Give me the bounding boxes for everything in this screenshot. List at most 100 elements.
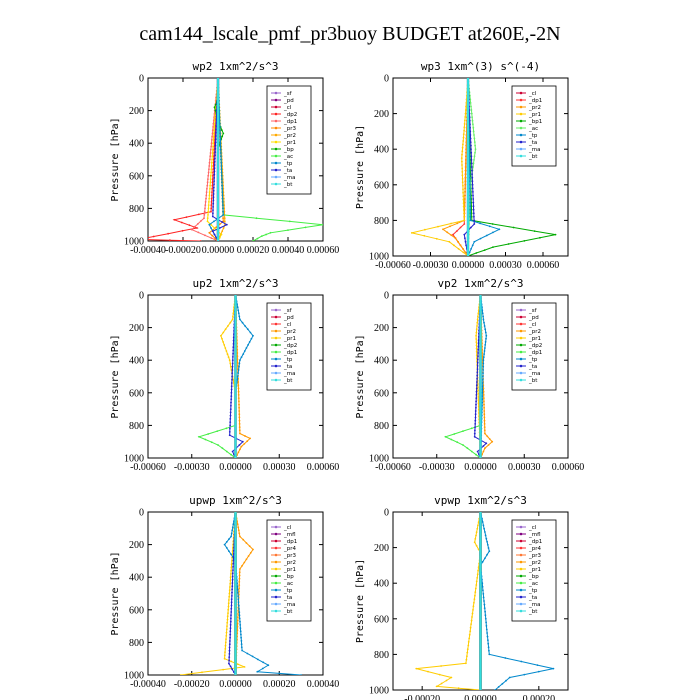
series-point [471, 169, 473, 172]
series-point [435, 685, 438, 688]
series-point [485, 234, 488, 237]
series-point [477, 383, 479, 385]
series-point [213, 233, 216, 236]
series-point [238, 587, 241, 590]
series-point [215, 128, 217, 131]
series-point [483, 600, 485, 602]
series-point [228, 434, 231, 437]
series-point [461, 178, 464, 180]
series-point [475, 252, 478, 254]
series-point [477, 548, 480, 551]
series-point [464, 116, 467, 118]
series-point [304, 226, 307, 229]
legend: _cl_dp1_pr2_pr1_bp1_ac_tp_ta_ma_bt [511, 85, 557, 167]
series-point [229, 665, 232, 668]
series-point [536, 664, 539, 666]
series-point [215, 226, 218, 229]
legend-label: _pr4 [283, 546, 297, 552]
legend-label: _cl [528, 525, 537, 531]
series-point [225, 628, 228, 631]
y-tick-label: 600 [374, 180, 389, 191]
series-point [474, 429, 476, 432]
series-point [212, 168, 215, 171]
x-tick-label: -0.00020 [404, 694, 440, 700]
series-point [229, 421, 232, 423]
series-point [208, 197, 211, 200]
series-point [224, 648, 227, 650]
series-point [200, 220, 202, 222]
series-point [468, 633, 471, 636]
series-point [484, 610, 486, 613]
legend-marker [274, 378, 278, 382]
series-point [210, 441, 213, 444]
series-point [460, 157, 463, 160]
series-point [229, 408, 232, 410]
series-point [469, 137, 472, 140]
series-point [472, 609, 474, 611]
series-point [207, 204, 210, 207]
series-point [470, 166, 473, 168]
series-point [477, 315, 479, 318]
series-point [471, 116, 473, 119]
series-point [445, 679, 448, 682]
series-point [232, 352, 235, 355]
y-tick-label: 0 [139, 291, 144, 302]
series-point [484, 331, 487, 334]
series-point [492, 231, 494, 234]
legend-label: _mfl [528, 532, 541, 538]
series-point [469, 141, 472, 144]
legend-marker [274, 364, 278, 368]
series-point [230, 401, 232, 404]
series-point [462, 251, 465, 254]
legend-marker [519, 546, 523, 550]
series-point [209, 184, 212, 187]
series-point [482, 315, 484, 318]
legend-label: _pr2 [283, 560, 296, 566]
series-line-ta [474, 295, 488, 458]
legend-marker [274, 315, 278, 319]
series-point [471, 180, 474, 183]
series-point [208, 231, 211, 234]
series-point [465, 658, 468, 661]
series-point [484, 531, 486, 533]
series-point [238, 406, 241, 409]
series-line-pr1 [416, 512, 482, 690]
x-tick-label: 0.00000 [219, 462, 252, 473]
series-point [469, 187, 471, 190]
series-point [222, 210, 225, 213]
series-point [250, 337, 253, 340]
series-point [462, 209, 465, 211]
series-point [229, 620, 232, 623]
legend-marker [274, 574, 278, 578]
series-point [229, 640, 231, 642]
y-tick-label: 0 [384, 508, 389, 519]
legend-label: _bt [528, 154, 538, 160]
y-tick-label: 1000 [124, 671, 144, 682]
series-point [213, 126, 216, 128]
series-point [461, 174, 464, 177]
series-point [232, 336, 235, 339]
series-point [470, 148, 472, 151]
series-group [415, 512, 555, 690]
series-point [481, 398, 484, 401]
legend-marker [274, 161, 278, 165]
series-point [242, 538, 245, 541]
series-point [207, 433, 210, 435]
series-point [461, 164, 463, 166]
legend-label: _pr2 [283, 133, 296, 139]
series-point [208, 161, 211, 164]
series-point [232, 356, 234, 358]
series-point [227, 605, 230, 608]
series-point [465, 151, 467, 154]
legend-marker [274, 546, 278, 550]
series-point [222, 217, 225, 220]
series-point [482, 362, 485, 365]
series-point [486, 540, 488, 543]
panel-1: wp2 1xm^2/s^3 0 200 400 600 800 1000-0.00040 -0… [110, 60, 339, 256]
y-tick-label: 1000 [369, 454, 389, 465]
series-point [482, 593, 485, 595]
series-point [245, 542, 248, 544]
legend-marker [519, 364, 523, 368]
series-point [208, 223, 211, 226]
series-point [440, 665, 442, 667]
